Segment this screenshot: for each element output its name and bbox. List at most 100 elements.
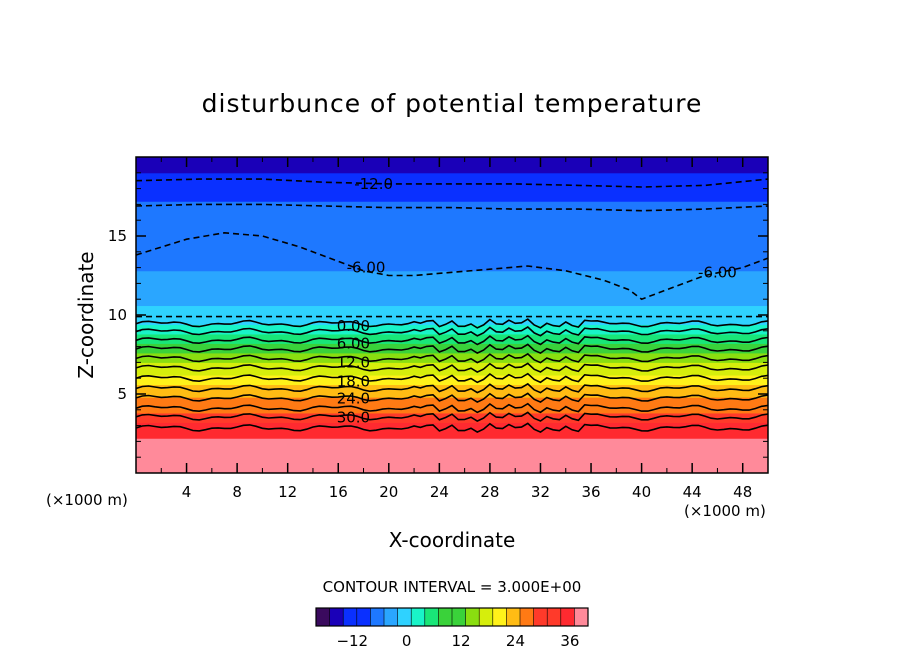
contour-band xyxy=(136,222,768,228)
contour-band xyxy=(136,346,768,351)
contour-band xyxy=(136,165,768,171)
contour-band xyxy=(136,466,768,471)
contour-band xyxy=(136,251,768,256)
contour-band xyxy=(136,453,768,458)
contour-band xyxy=(136,263,768,269)
contour-band xyxy=(136,358,768,363)
contour-band xyxy=(136,276,768,281)
contour-band xyxy=(136,323,768,329)
contour-band xyxy=(136,216,768,221)
contour-band xyxy=(136,308,768,313)
colorbar-cell xyxy=(329,608,344,626)
colorbar-cell xyxy=(465,608,480,626)
x-unit-left: (×1000 m) xyxy=(46,491,128,509)
contour-band xyxy=(136,425,768,430)
contour-band xyxy=(136,456,768,461)
contour-band xyxy=(136,352,768,357)
contour-band xyxy=(136,371,768,376)
contour-band xyxy=(136,257,768,262)
contour-band xyxy=(136,418,768,423)
contour-lines xyxy=(136,178,768,434)
contour-band xyxy=(136,162,768,167)
contour-band xyxy=(136,459,768,465)
contour-band xyxy=(136,229,768,234)
contour-band xyxy=(136,440,768,446)
colorbar-tick-label: 36 xyxy=(560,632,579,650)
x-tick-label: 12 xyxy=(278,483,297,501)
contour-band xyxy=(136,399,768,404)
colorbar-ticks: −12 0 12 24 36 xyxy=(336,632,579,650)
contour-band xyxy=(136,320,768,325)
x-tick-label: 8 xyxy=(232,483,242,501)
contour-band xyxy=(136,421,768,427)
contour-line-solid xyxy=(136,318,768,329)
contour-label: -12.0 xyxy=(354,175,393,193)
contour-band xyxy=(136,463,768,468)
contour-band xyxy=(136,437,768,442)
contour-line-solid xyxy=(136,334,768,346)
contour-line-solid xyxy=(136,362,768,374)
contour-band xyxy=(136,380,768,386)
contour-band xyxy=(136,292,768,297)
contour-band xyxy=(136,431,768,436)
contour-line-solid xyxy=(136,382,768,394)
contour-band xyxy=(136,406,768,411)
contour-band xyxy=(136,295,768,300)
contour-interval-text: CONTOUR INTERVAL = 3.000E+00 xyxy=(323,578,582,596)
contour-band xyxy=(136,200,768,205)
x-tick-label: 24 xyxy=(430,483,449,501)
contour-line-dashed xyxy=(136,203,768,212)
colorbar-cell xyxy=(356,608,371,626)
contour-band xyxy=(136,219,768,224)
colorbar-cell xyxy=(384,608,399,626)
colorbar-cell xyxy=(560,608,575,626)
contour-band xyxy=(136,317,768,322)
x-tick-label: 44 xyxy=(683,483,702,501)
contour-band xyxy=(136,428,768,433)
contour-band xyxy=(136,361,768,367)
y-tick-label: 10 xyxy=(108,306,127,324)
contour-label: -6.00 xyxy=(698,263,737,281)
contour-band xyxy=(136,355,768,360)
x-tick-label: 48 xyxy=(733,483,752,501)
colorbar-cell xyxy=(343,608,358,626)
colorbar-tick-label: 12 xyxy=(452,632,471,650)
contour-band xyxy=(136,311,768,316)
y-axis: 5 10 15 xyxy=(108,172,768,458)
colorbar-cell xyxy=(370,608,385,626)
contour-band xyxy=(136,194,768,199)
y-tick-label: 15 xyxy=(108,227,127,245)
x-tick-label: 40 xyxy=(632,483,651,501)
contour-band xyxy=(136,181,768,186)
x-tick-label: 28 xyxy=(480,483,499,501)
contour-line-solid xyxy=(136,372,768,384)
contour-band xyxy=(136,450,768,455)
colorbar-cell xyxy=(492,608,507,626)
chart-title: disturbunce of potential temperature xyxy=(202,89,703,118)
x-axis-label: X-coordinate xyxy=(389,528,516,552)
contour-band xyxy=(136,444,768,449)
contour-line-dashed xyxy=(136,178,768,188)
colorbar-cell xyxy=(547,608,562,626)
contour-band xyxy=(136,226,768,231)
x-unit-right: (×1000 m) xyxy=(684,502,766,520)
colorbar-cell xyxy=(479,608,494,626)
contour-band xyxy=(136,396,768,401)
contour-label: 30.0 xyxy=(337,409,370,427)
contour-line-solid xyxy=(136,392,768,404)
contour-band xyxy=(136,175,768,180)
contour-band xyxy=(136,336,768,341)
contour-band xyxy=(136,273,768,278)
contour-band xyxy=(136,159,768,164)
x-tick-label: 20 xyxy=(379,483,398,501)
colorbar-cell xyxy=(520,608,535,626)
contour-band xyxy=(136,184,768,190)
contour-label: 0.00 xyxy=(337,317,370,335)
contour-band xyxy=(136,289,768,294)
x-tick-label: 32 xyxy=(531,483,550,501)
colorbar-cell xyxy=(424,608,439,626)
colorbar-cell xyxy=(397,608,412,626)
contour-band xyxy=(136,469,768,473)
contour-label: 18.0 xyxy=(337,372,370,390)
